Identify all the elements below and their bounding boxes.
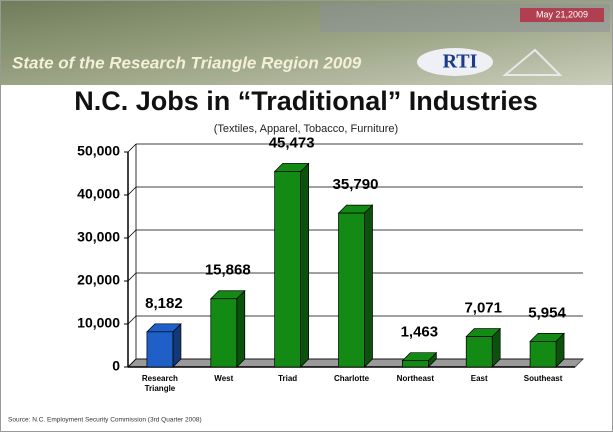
banner-date: May 21,2009: [536, 9, 588, 19]
y-tick-label: 20,000: [77, 272, 120, 288]
bar: [146, 331, 174, 368]
x-tick-label: Charlotte: [334, 374, 370, 383]
bar-side: [300, 162, 309, 368]
value-label: 1,463: [401, 324, 439, 341]
date-box: [520, 8, 604, 22]
bar-side: [364, 204, 373, 368]
y-tick-label: 30,000: [77, 229, 120, 245]
logo: RTI: [443, 51, 478, 73]
logo-bg: [417, 48, 493, 76]
bar: [210, 298, 238, 368]
value-label: 35,790: [333, 176, 379, 193]
value-label: 8,182: [145, 295, 183, 312]
x-tick-label: Research Triangle: [142, 374, 178, 393]
bar-side: [236, 289, 246, 368]
banner-title: State of the Research Triangle Region 20…: [12, 53, 362, 72]
bar: [465, 336, 493, 368]
bar: [338, 212, 365, 368]
source-note: Source: N.C. Employment Security Commiss…: [8, 417, 202, 424]
chart-subtitle: (Textiles, Apparel, Tobacco, Furniture): [214, 123, 398, 135]
grid-line-side: [127, 272, 137, 282]
x-tick-label: West: [214, 374, 233, 383]
x-tick-label: Northeast: [397, 374, 435, 383]
x-tick-label: Triad: [278, 374, 297, 383]
grid-line-side: [127, 186, 137, 196]
value-label: 5,954: [528, 304, 566, 321]
grid-line-side: [127, 229, 137, 239]
bar: [529, 341, 557, 368]
value-label: 15,868: [205, 262, 251, 279]
grid-line-side: [127, 358, 137, 368]
grid-line-side: [127, 143, 137, 153]
y-tick-label: 50,000: [77, 143, 120, 159]
logo-shape: [502, 48, 563, 76]
bar: [274, 171, 301, 368]
y-tick-label: 0: [112, 358, 120, 374]
bar: [402, 360, 429, 368]
value-label: 7,071: [464, 300, 502, 317]
y-tick-label: 40,000: [77, 186, 120, 202]
x-tick-label: Southeast: [524, 374, 563, 383]
grid-line-side: [127, 315, 137, 325]
value-label: 45,473: [269, 134, 315, 151]
x-tick-label: East: [471, 374, 488, 383]
y-tick-label: 10,000: [77, 315, 120, 331]
chart-title: N.C. Jobs in “Traditional” Industries: [74, 86, 538, 116]
